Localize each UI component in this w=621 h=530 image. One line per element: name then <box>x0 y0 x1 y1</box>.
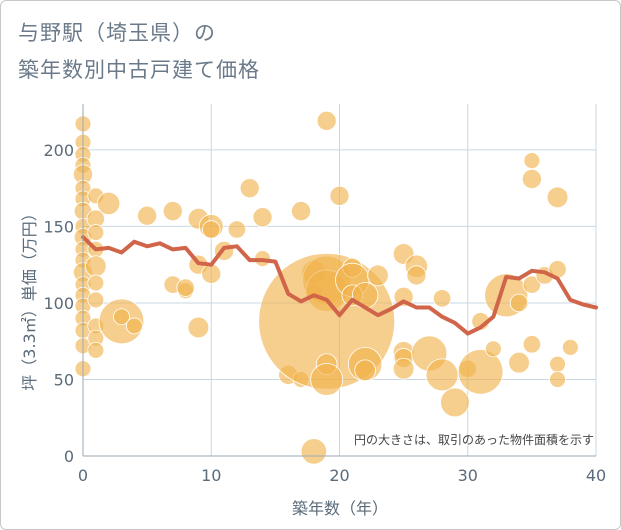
data-bubble <box>367 264 389 287</box>
data-bubble <box>549 355 566 373</box>
y-tick-label: 150 <box>43 217 74 236</box>
data-bubble <box>457 349 504 395</box>
average-line-series <box>81 235 598 336</box>
x-axis-label: 築年数（年） <box>292 499 388 518</box>
data-bubble <box>87 224 105 241</box>
tick-labels: 0 10 20 30 40 0 50 100 150 200 <box>43 141 606 485</box>
data-bubble <box>202 220 221 239</box>
data-bubble <box>521 168 542 189</box>
data-bubble <box>406 265 427 286</box>
data-bubble <box>187 316 210 339</box>
x-tick-label: 10 <box>201 466 221 485</box>
data-bubble <box>549 371 566 388</box>
data-bubble <box>300 438 328 465</box>
y-tick-label: 100 <box>43 294 74 313</box>
data-bubble <box>354 359 376 382</box>
bubble-size-note: 円の大きさは、取引のあった物件面積を示す <box>354 432 594 447</box>
data-bubble <box>508 351 530 374</box>
data-bubble <box>87 291 105 309</box>
chart-title-line-1: 与野駅（埼玉県）の <box>18 21 216 45</box>
data-bubble <box>113 308 130 326</box>
data-bubble <box>310 363 344 396</box>
y-tick-label: 50 <box>54 370 74 389</box>
data-bubble <box>252 207 273 228</box>
data-bubble <box>162 201 183 222</box>
data-bubble <box>291 201 312 222</box>
data-bubble <box>239 178 260 199</box>
data-bubble <box>561 338 579 356</box>
chart-title-line-2: 築年数別中古戸建て価格 <box>18 58 260 82</box>
data-bubble <box>316 110 337 131</box>
x-tick-label: 20 <box>329 466 349 485</box>
data-bubble <box>392 357 415 380</box>
data-bubble <box>85 255 107 278</box>
data-bubble <box>522 335 542 354</box>
data-bubble <box>425 358 459 392</box>
data-bubble <box>176 278 195 297</box>
data-bubble <box>125 317 143 335</box>
data-bubble <box>522 275 542 294</box>
data-bubble <box>227 220 247 239</box>
data-bubble <box>137 205 158 226</box>
data-bubble <box>509 293 529 313</box>
y-tick-label: 200 <box>43 141 74 160</box>
data-bubble <box>440 387 470 418</box>
data-bubble <box>97 191 121 216</box>
x-tick-label: 40 <box>586 466 606 485</box>
x-tick-label: 0 <box>78 466 88 485</box>
y-axis-label: 坪（3.3㎡）単価（万円） <box>20 205 39 390</box>
y-tick-label: 0 <box>64 447 74 466</box>
axes <box>82 104 596 457</box>
x-tick-label: 30 <box>458 466 478 485</box>
data-bubble <box>87 341 105 359</box>
data-bubble <box>87 274 105 292</box>
data-bubble <box>329 185 350 206</box>
data-bubble <box>201 263 222 284</box>
data-bubble <box>432 289 452 308</box>
data-bubble <box>546 186 569 209</box>
bubble-series <box>73 110 579 465</box>
data-bubble <box>523 152 541 170</box>
average-price-line <box>81 235 598 336</box>
data-bubble <box>484 340 502 358</box>
